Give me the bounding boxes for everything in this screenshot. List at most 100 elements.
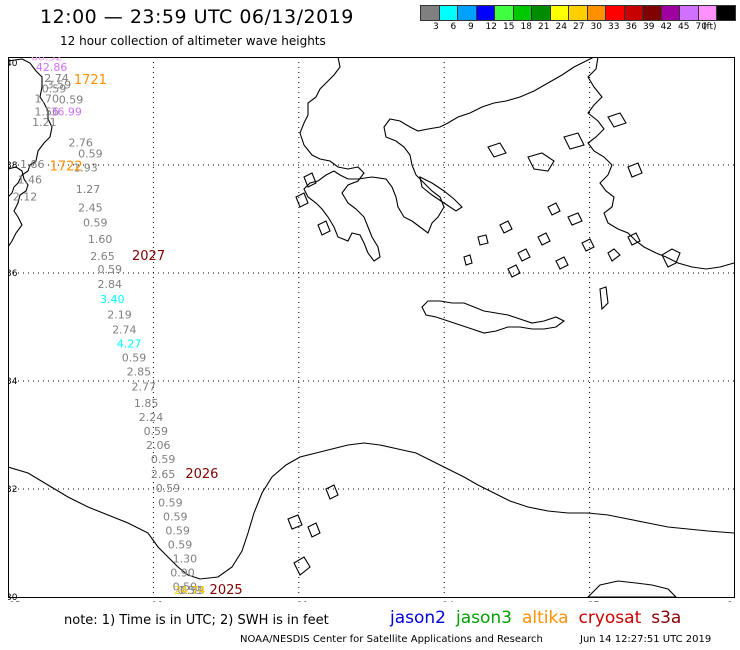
color-scale-swatch [679,5,699,21]
pass-time-label: 2025 [210,583,243,598]
color-scale-label: 36 [625,22,637,32]
wave-height-label: 1.30 [173,552,198,565]
color-scale-label: 33 [608,22,620,32]
pass-time-label: 1721 [74,73,107,88]
wave-height-label: 3.59 [47,78,72,91]
coast-islands-a [463,202,641,278]
color-scale-swatch [420,5,440,21]
coast-islands-b [487,112,643,178]
color-scale-label: 12 [485,22,497,32]
color-scale-swatch [457,5,477,21]
wave-height-label: 1.85 [134,397,159,410]
wave-height-label: 1.93 [73,161,98,174]
wave-height-label: 1.70 [35,92,60,105]
color-scale-swatch [716,5,736,21]
wave-height-label: 4.27 [117,338,142,351]
wave-height-label: 68.52 [31,57,63,63]
coast-italy-calabria [8,57,53,198]
satellite-s3a: s3a [651,608,682,628]
wave-height-label: 2.74 [44,72,69,85]
map-frame [8,57,735,598]
color-scale-label: 18 [520,22,532,32]
pass-time-label: 1722 [50,159,83,174]
wave-height-label: 0.59 [178,584,203,597]
wave-height-label: 0.59 [173,581,198,594]
coast-libya-inland [287,484,339,576]
wave-height-label: 1.46 [18,173,43,186]
wave-height-label: 0.59 [98,263,123,276]
wave-height-label: 0.59 [151,453,176,466]
wave-height-label: 0.59 [165,524,190,537]
coast-egypt-lakes [586,580,678,598]
lat-tick-label: 38 [8,161,18,171]
wave-height-label: 1.21 [32,116,57,129]
color-scale-unit: (ft) [703,22,717,32]
wave-height-label: 0.59 [42,83,67,96]
color-scale-swatch [568,5,588,21]
satellite-altika: altika [522,608,569,628]
map-axis-labels: 15 18 21 24 27 30 40 38 36 34 32 30 [8,59,735,602]
wave-height-label: 1.86 [20,158,45,171]
wave-height-label: 1.60 [88,233,113,246]
lat-tick-label: 36 [8,269,18,279]
lat-tick-label: 40 [8,59,18,69]
color-scale-label: 3 [433,22,439,32]
wave-height-label: 42.86 [36,61,68,74]
color-scale-label: 6 [450,22,457,32]
wave-height-label: 2.19 [107,308,132,321]
wave-height-label: 24.74 [174,584,206,597]
wave-height-label: 0.59 [158,496,183,509]
map-note: note: 1) Time is in UTC; 2) SWH is in fe… [64,613,329,628]
color-scale-label: 24 [555,22,567,32]
wave-height-label: 0.59 [168,538,193,551]
coast-rhodes [661,248,681,268]
wave-height-label: 2.65 [90,250,115,263]
color-scale-label: 39 [643,22,655,32]
color-scale-swatch [697,5,717,21]
wave-height-label: 0.90 [170,566,195,579]
wave-height-label: 2.12 [13,191,38,204]
map-panel: 68.5242.862.743.590.591.700.591.5636.991… [8,57,735,602]
color-scale [420,5,736,24]
coast-ionian [295,172,331,236]
wave-height-label: 2.06 [146,439,171,452]
color-scale-swatch [475,5,495,21]
color-scale-label: 45 [678,22,690,32]
color-scale-swatch [438,5,458,21]
wave-height-label: 0.59 [144,425,169,438]
color-scale-label: 21 [538,22,550,32]
color-scale-label: 27 [573,22,585,32]
wave-height-label: 2.76 [68,137,93,150]
coast-karpathos [599,286,609,311]
lon-tick-label: 21 [297,601,308,602]
wave-height-label: 0.59 [180,584,205,597]
wave-height-label: 2.84 [98,278,123,291]
wave-height-label: 1.56 [35,105,60,118]
wave-height-label: 2.74 [112,323,137,336]
color-scale-swatch [642,5,662,21]
coast-turkey [587,57,735,270]
map-labels: 68.5242.862.743.590.591.700.591.5636.991… [13,57,243,598]
color-scale-label: 70 [695,22,707,32]
satellite-jason2: jason2 [390,608,446,628]
map-subtitle: 12 hour collection of altimeter wave hei… [60,34,326,48]
color-scale-label: 9 [468,22,474,32]
wave-height-label: 0.59 [163,510,188,523]
graticule [8,57,735,597]
coast-evia [419,176,463,212]
lat-tick-label: 30 [8,593,18,602]
pass-time-label: 2027 [132,249,165,264]
wave-height-label: 0.59 [83,217,108,230]
wave-height-label: 2.45 [78,201,103,214]
lat-tick-label: 34 [8,377,18,387]
coast-libya [8,442,735,580]
wave-height-label: 2.77 [131,381,156,394]
color-scale-swatch [623,5,643,21]
wave-height-label: 0.59 [156,482,181,495]
wave-height-label: 2.24 [139,411,164,424]
color-scale-swatch [494,5,514,21]
map-title: 12:00 — 23:59 UTC 06/13/2019 [40,6,354,28]
wave-height-label: 36.99 [50,105,82,118]
satellite-cryosat: cryosat [578,608,642,628]
coast-crete [421,300,566,334]
